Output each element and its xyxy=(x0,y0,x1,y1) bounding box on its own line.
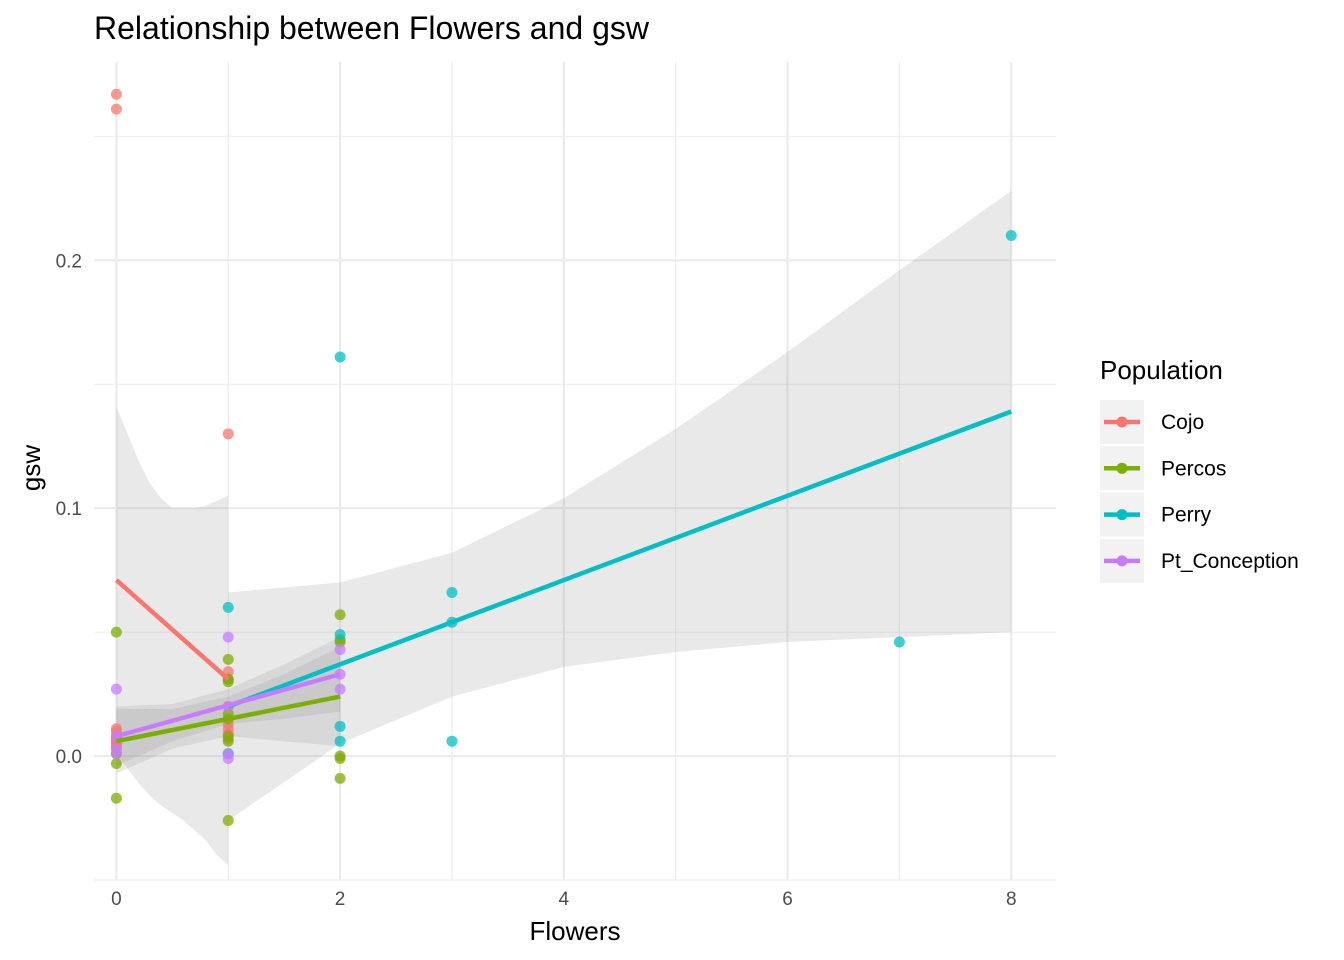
fit-line xyxy=(227,409,1013,709)
y-tick-label: 0.0 xyxy=(56,747,82,768)
chart-title: Relationship between Flowers and gsw xyxy=(94,10,650,46)
data-point xyxy=(222,735,234,747)
data-point xyxy=(334,629,346,641)
fit-line xyxy=(115,672,341,739)
y-tick-label: 0.1 xyxy=(56,499,82,520)
legend-label: Pt_Conception xyxy=(1161,550,1299,573)
data-point xyxy=(1005,230,1017,242)
legend-label: Perry xyxy=(1161,504,1212,527)
data-point xyxy=(334,609,346,621)
data-point xyxy=(110,757,122,769)
data-point xyxy=(334,643,346,655)
data-point xyxy=(110,626,122,638)
data-point xyxy=(110,103,122,115)
data-point xyxy=(334,735,346,747)
legend-title: Population xyxy=(1100,355,1223,385)
legend-key-point xyxy=(1116,462,1128,474)
data-point xyxy=(222,631,234,643)
data-point xyxy=(110,683,122,695)
x-tick-label: 6 xyxy=(782,889,793,910)
data-point xyxy=(446,735,458,747)
tick-labels: 0 2 4 6 8 0.0 0.1 0.2 xyxy=(56,251,1017,910)
legend-key-point xyxy=(1116,416,1128,428)
x-tick-label: 4 xyxy=(559,889,570,910)
x-axis-title: Flowers xyxy=(529,916,620,946)
data-point xyxy=(334,720,346,732)
fit-line xyxy=(114,578,230,681)
x-tick-label: 0 xyxy=(111,889,122,910)
data-point xyxy=(334,683,346,695)
data-point xyxy=(334,772,346,784)
data-point xyxy=(222,815,234,827)
data-point xyxy=(110,88,122,100)
data-point xyxy=(222,601,234,613)
data-point xyxy=(110,748,122,760)
data-point xyxy=(222,753,234,765)
x-tick-label: 8 xyxy=(1006,889,1017,910)
data-point xyxy=(893,636,905,648)
y-axis-title: gsw xyxy=(16,445,46,491)
legend-key-point xyxy=(1116,509,1128,521)
confidence-ribbon xyxy=(228,190,1012,821)
legend-label: Percos xyxy=(1161,457,1226,480)
legend-key-point xyxy=(1116,555,1128,567)
x-tick-label: 2 xyxy=(335,889,346,910)
data-point xyxy=(334,753,346,765)
data-point xyxy=(446,586,458,598)
fit-line xyxy=(115,694,341,744)
data-point xyxy=(110,792,122,804)
data-points xyxy=(110,88,1017,827)
legend-label: Cojo xyxy=(1161,411,1204,434)
confidence-ribbon xyxy=(116,406,229,866)
legend: Population Cojo Percos Perry Pt_Conception xyxy=(1100,355,1299,583)
data-point xyxy=(334,351,346,363)
confidence-ribbons xyxy=(116,190,1012,866)
data-point xyxy=(222,428,234,440)
data-point xyxy=(222,653,234,665)
fit-lines xyxy=(114,409,1013,744)
y-tick-label: 0.2 xyxy=(56,251,82,272)
